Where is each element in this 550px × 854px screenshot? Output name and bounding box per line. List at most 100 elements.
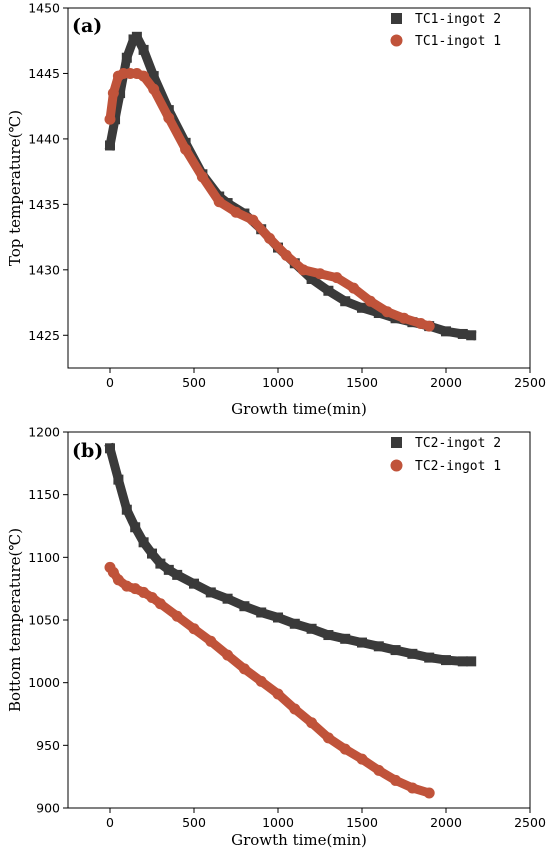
panel-b-series-1-point-4	[129, 583, 141, 595]
panel-a-series	[104, 31, 477, 341]
panel-a-series-0-point-6	[138, 44, 149, 55]
panel-b-series-0-point-22	[407, 648, 418, 659]
panel-b-series-0-point-17	[323, 630, 334, 641]
panel-b-series-0-point-20	[373, 641, 384, 652]
panel-a-series-0-point-2	[115, 88, 126, 99]
panel-a-y-tick-label-1: 1430	[28, 262, 60, 277]
panel-b-series-0-point-18	[340, 633, 351, 644]
panel-a-series-1-point-12	[230, 206, 242, 218]
panel-b-x-tick-label-5: 2500	[514, 815, 546, 830]
panel-a-series-1-point-19	[348, 282, 360, 294]
panel-a-series-0-point-17	[306, 273, 317, 284]
panel-b-ticks: 0 500 1000 1500 2000 2500 900 950 1000 1050 1100 11…	[28, 425, 546, 831]
panel-a-legend-marker-0	[391, 13, 402, 24]
panel-b-y-tick-label-4: 1100	[28, 550, 60, 565]
panel-b-series-1-point-18	[339, 743, 351, 755]
panel-a-y-tick-label-0: 1425	[28, 328, 60, 343]
panel-a-series-1-point-14	[264, 232, 276, 244]
panel-b-series-0-point-1	[113, 474, 124, 485]
panel-a-y-tick-label-3: 1440	[28, 131, 60, 146]
panel-a-y-tick-label-4: 1445	[28, 66, 60, 81]
panel-a-x-tick-label-2: 1000	[262, 375, 294, 390]
panel-a-x-tick-label-5: 2500	[514, 375, 546, 390]
panel-b-series-0-point-3	[130, 522, 141, 533]
panel-b-series-1-point-5	[138, 586, 150, 598]
panel-b-x-tick-label-3: 1500	[346, 815, 378, 830]
panel-a-x-tick-label-0: 0	[106, 375, 114, 390]
panel-b-series-1-point-12	[238, 663, 250, 675]
panel-a-y-tick-label-5: 1450	[28, 1, 60, 16]
panel-b-series-0-point-9	[189, 578, 199, 589]
panel-a-series-1-point-16	[297, 264, 309, 276]
panel-a-series-0-point-18	[323, 285, 334, 296]
panel-b-series-0-point-26	[466, 656, 477, 667]
panel-a-series-1-point-6	[138, 70, 150, 82]
panel-b-series-0-point-6	[155, 558, 166, 569]
panel-b-series-1-point-2	[112, 574, 124, 586]
panel-b-series-1-point-10	[205, 635, 217, 647]
panel-b-y-axis-label: Bottom temperature(℃)	[6, 528, 24, 712]
panel-b-series-0-point-12	[239, 601, 250, 612]
panel-b-series-0-point-2	[121, 504, 132, 515]
panel-a-series-1-point-15	[280, 249, 292, 261]
panel-a-series-line-1	[105, 69, 434, 331]
panel-b-series-0-point-7	[163, 564, 174, 575]
panel-a-series-0-point-21	[373, 308, 384, 319]
panel-a-series-0-point-19	[340, 296, 351, 307]
panel-b-x-tick-label-4: 2000	[430, 815, 462, 830]
panel-a-x-tick-label-3: 1500	[346, 375, 378, 390]
panel-a-series-0-point-26	[457, 328, 468, 339]
panel-b-legend-label-1: TC2-ingot 1	[415, 459, 501, 474]
panel-b-series-0-point-11	[222, 593, 233, 604]
panel-a-series-0-point-3	[121, 52, 132, 63]
panel-a-y-tick-label-2: 1435	[28, 197, 60, 212]
panel-b-series-1-point-20	[373, 764, 385, 776]
panel-a-series-1-point-17	[314, 268, 326, 280]
panel-a-legend: TC1-ingot 2 TC1-ingot 1	[390, 12, 501, 49]
panel-b-x-tick-label-0: 0	[106, 815, 114, 830]
panel-a-top-temperature: 0 500 1000 1500 2000 2500 1425 1430 1435 1440 1445…	[6, 1, 546, 419]
panel-b-series-1-point-15	[289, 703, 301, 715]
panel-a-series-0-point-25	[441, 326, 451, 337]
panel-b-series-1-point-23	[423, 787, 435, 799]
panel-a-series-1-point-1	[107, 87, 119, 99]
panel-b-series-1-point-11	[222, 649, 234, 661]
panel-b-series-0-point-16	[306, 623, 317, 634]
panel-b-series-0-point-14	[273, 612, 283, 623]
panel-a-series-1-point-20	[364, 295, 376, 307]
panel-b-series-0-point-23	[424, 652, 435, 663]
panel-b-series-1-point-6	[146, 591, 158, 603]
panel-b-series-0-point-13	[256, 607, 267, 618]
panel-b-series-0-point-24	[441, 655, 451, 666]
panel-b-y-tick-label-3: 1050	[28, 613, 60, 628]
panel-b-x-tick-label-1: 500	[182, 815, 206, 830]
panel-b-y-tick-label-1: 950	[36, 738, 60, 753]
panel-b-legend: TC2-ingot 2 TC2-ingot 1	[390, 436, 501, 474]
panel-b-series-1-point-22	[406, 782, 418, 794]
panel-a-series-0-point-5	[131, 31, 142, 42]
panel-b-series-0-point-21	[390, 645, 401, 656]
panel-a-series-1-point-9	[180, 143, 192, 155]
panel-b-series-0-point-25	[457, 656, 468, 667]
panel-a-ticks: 0 500 1000 1500 2000 2500 1425 1430 1435 1440 1445…	[28, 1, 546, 391]
panel-a-plot-frame	[67, 7, 531, 369]
panel-b-series-1-point-19	[356, 753, 368, 765]
panel-b-series-0-point-0	[105, 443, 115, 454]
panel-a-series-line-0	[104, 32, 477, 341]
panel-b-series-0-point-19	[357, 637, 367, 648]
panel-b-series-1-point-13	[255, 675, 267, 687]
panel-b-series-1-point-9	[188, 623, 200, 635]
panel-b-label: (b)	[72, 440, 103, 462]
panel-a-series-1-point-10	[196, 171, 208, 183]
panel-a-x-tick-label-1: 500	[182, 375, 206, 390]
panel-a-legend-label-1: TC1-ingot 1	[415, 34, 501, 49]
panel-b-series-1-point-8	[171, 610, 183, 622]
panel-a-series-1-point-21	[381, 306, 393, 318]
panel-a-series-1-point-22	[398, 312, 410, 324]
panel-b-series-0-point-4	[138, 537, 149, 548]
panel-b-series-1-point-7	[154, 598, 166, 610]
panel-a-series-0-point-20	[357, 302, 367, 313]
panel-b-series-1-point-16	[306, 717, 318, 729]
panel-a-series-1-point-8	[163, 112, 175, 124]
panel-a-series-0-point-27	[466, 330, 477, 341]
